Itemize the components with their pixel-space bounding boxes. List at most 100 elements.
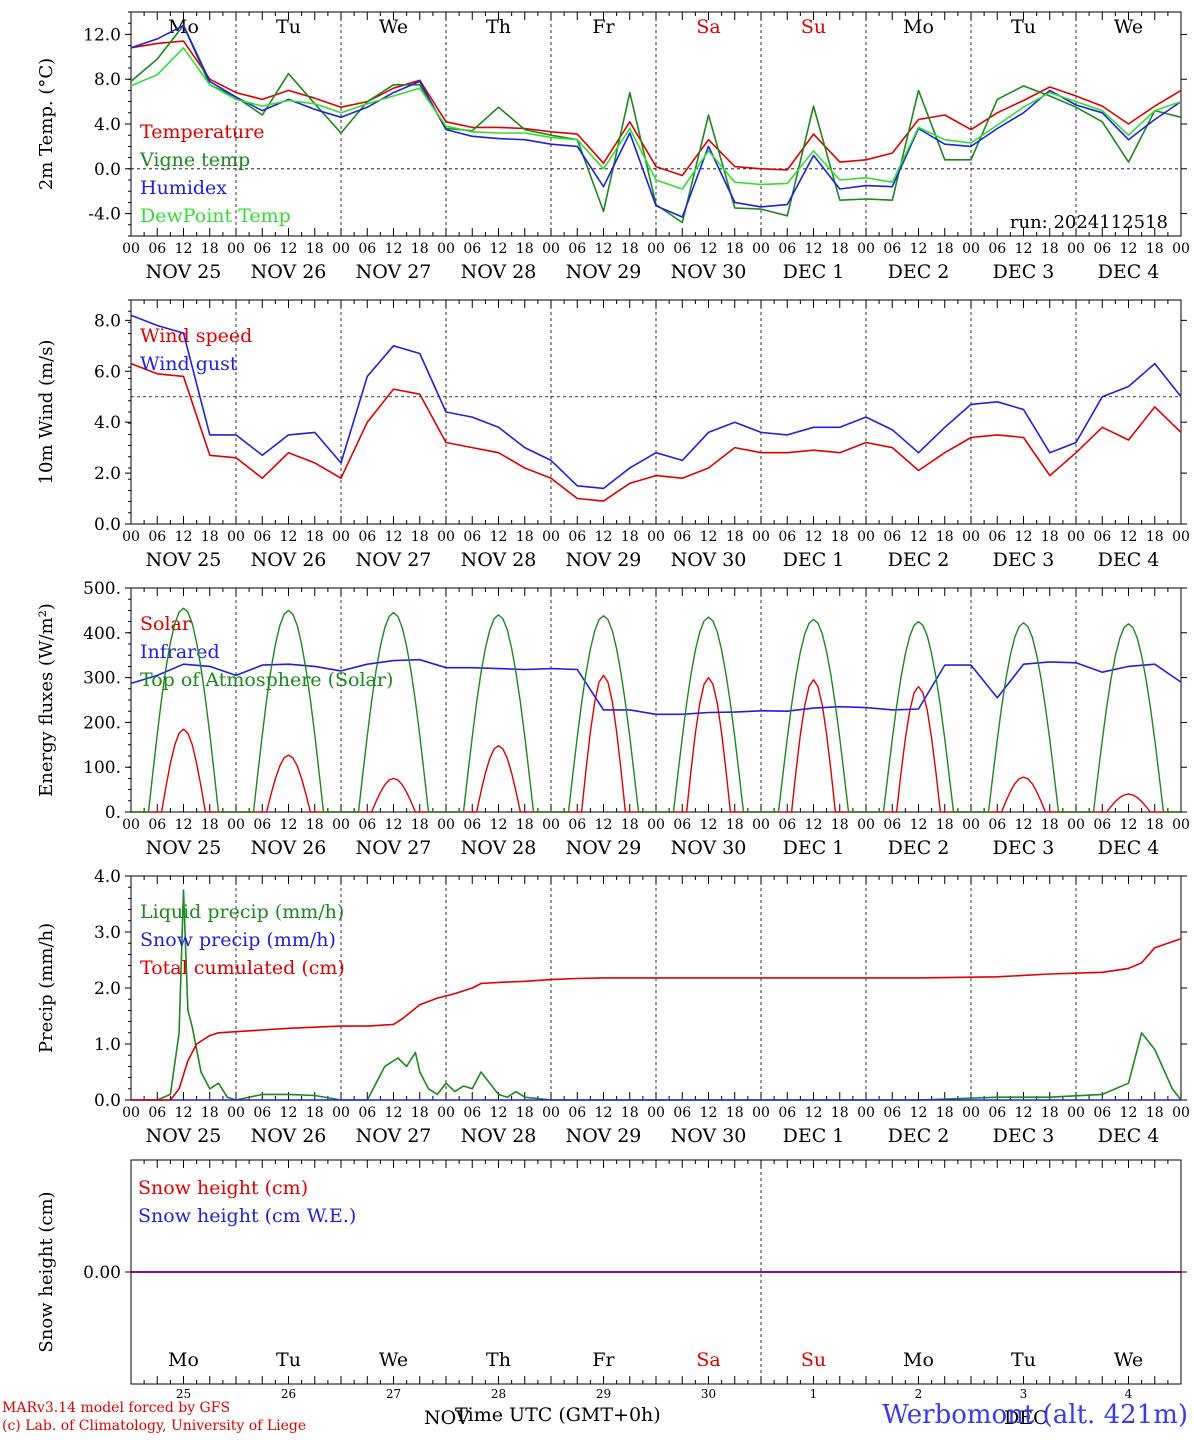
y-tick-label: 12.0 (83, 25, 121, 45)
hour-tick-label: 12 (490, 529, 508, 545)
weekday-label: We (379, 16, 408, 38)
hour-tick-label: 18 (201, 241, 219, 257)
hour-tick-label: 00 (1172, 241, 1190, 257)
y-tick-label: 0. (105, 803, 121, 823)
hour-tick-label: 06 (358, 817, 376, 833)
hour-tick-label: 12 (175, 241, 193, 257)
hour-tick-label: 18 (726, 817, 744, 833)
hour-tick-label: 00 (227, 817, 245, 833)
y-tick-label: 0.0 (94, 160, 121, 180)
date-label: NOV 29 (566, 261, 642, 283)
weekday-label: Su (801, 16, 826, 38)
hour-tick-label: 00 (332, 1105, 350, 1121)
date-label: DEC 3 (993, 549, 1055, 571)
y-tick-label: 8.0 (94, 70, 121, 90)
y-tick-label: 200. (83, 713, 121, 733)
date-label: DEC 1 (783, 261, 845, 283)
weekday-label: Tu (1011, 1349, 1036, 1371)
date-label: DEC 4 (1098, 261, 1160, 283)
y-tick-label: 0.00 (83, 1263, 121, 1283)
y-tick-label: 2.0 (94, 979, 121, 999)
y-axis-label: Energy fluxes (W/m²) (36, 603, 57, 797)
hour-tick-label: 12 (595, 529, 613, 545)
hour-tick-label: 00 (1067, 529, 1085, 545)
date-label: NOV 25 (146, 549, 222, 571)
y-tick-label: 0.0 (94, 515, 121, 535)
hour-tick-label: 06 (253, 817, 271, 833)
hour-tick-label: 12 (910, 529, 928, 545)
date-label: NOV 28 (461, 261, 537, 283)
hour-tick-label: 00 (227, 241, 245, 257)
hour-tick-label: 00 (332, 241, 350, 257)
hour-tick-label: 06 (463, 1105, 481, 1121)
hour-tick-label: 12 (1120, 241, 1138, 257)
date-label: NOV 27 (356, 837, 432, 859)
hour-tick-label: 00 (542, 241, 560, 257)
hour-tick-label: 12 (700, 1105, 718, 1121)
day-number-label: 26 (281, 1387, 296, 1401)
series-liquid-precip-mm-h (131, 889, 1182, 1101)
weekday-label: Sa (696, 1349, 720, 1371)
series-wind-gust (130, 314, 1182, 490)
date-label: DEC 3 (993, 837, 1055, 859)
hour-tick-label: 18 (1041, 241, 1059, 257)
day-number-label: 3 (1020, 1387, 1028, 1401)
hour-tick-label: 18 (936, 817, 954, 833)
hour-tick-label: 00 (647, 529, 665, 545)
hour-tick-label: 00 (542, 817, 560, 833)
hour-tick-label: 06 (673, 529, 691, 545)
hour-tick-label: 12 (595, 241, 613, 257)
weekday-label: We (1114, 1349, 1143, 1371)
date-label: DEC 2 (888, 549, 950, 571)
hour-tick-label: 00 (962, 529, 980, 545)
hour-tick-label: 06 (883, 1105, 901, 1121)
hour-tick-label: 06 (988, 817, 1006, 833)
hour-tick-label: 00 (542, 529, 560, 545)
hour-tick-label: 00 (962, 817, 980, 833)
date-label: DEC 4 (1098, 549, 1160, 571)
hour-tick-label: 18 (831, 817, 849, 833)
legend-entry: Total cumulated (cm) (140, 957, 345, 979)
hour-tick-label: 06 (358, 241, 376, 257)
hour-tick-label: 06 (148, 817, 166, 833)
hour-tick-label: 06 (568, 241, 586, 257)
legend-entry: Temperature (140, 121, 264, 143)
hour-tick-label: 18 (201, 1105, 219, 1121)
date-label: NOV 26 (251, 549, 327, 571)
weekday-label: Fr (592, 16, 615, 38)
y-tick-label: 2.0 (94, 464, 121, 484)
hour-tick-label: 12 (700, 241, 718, 257)
hour-tick-label: 06 (1093, 241, 1111, 257)
hour-tick-label: 18 (831, 1105, 849, 1121)
weekday-label: Su (801, 1349, 826, 1371)
hour-tick-label: 00 (437, 1105, 455, 1121)
date-label: NOV 25 (146, 261, 222, 283)
series-dewpoint-temp (130, 46, 1182, 190)
series-total-cumulated-cm (131, 937, 1182, 1101)
day-number-label: 30 (701, 1387, 716, 1401)
hour-tick-label: 12 (175, 1105, 193, 1121)
hour-tick-label: 06 (673, 817, 691, 833)
date-label: NOV 30 (671, 261, 747, 283)
hour-tick-label: 12 (1120, 529, 1138, 545)
hour-tick-label: 12 (280, 241, 298, 257)
date-label: DEC 2 (888, 837, 950, 859)
hour-tick-label: 06 (568, 529, 586, 545)
hour-tick-label: 12 (385, 529, 403, 545)
hour-tick-label: 18 (516, 1105, 534, 1121)
date-label: DEC 2 (888, 1125, 950, 1147)
date-label: DEC 1 (783, 1125, 845, 1147)
weekday-label: Tu (1011, 16, 1036, 38)
hour-tick-label: 12 (595, 1105, 613, 1121)
model-credit: MARv3.14 model forced by GFS (c) Lab. of… (2, 1399, 306, 1435)
hour-tick-label: 18 (1146, 529, 1164, 545)
hour-tick-label: 18 (621, 241, 639, 257)
hour-tick-label: 06 (778, 817, 796, 833)
hour-tick-label: 12 (490, 241, 508, 257)
hour-tick-label: 06 (673, 1105, 691, 1121)
hour-tick-label: 12 (805, 817, 823, 833)
weekday-label: Fr (592, 1349, 615, 1371)
hour-tick-label: 00 (857, 241, 875, 257)
hour-tick-label: 12 (910, 817, 928, 833)
